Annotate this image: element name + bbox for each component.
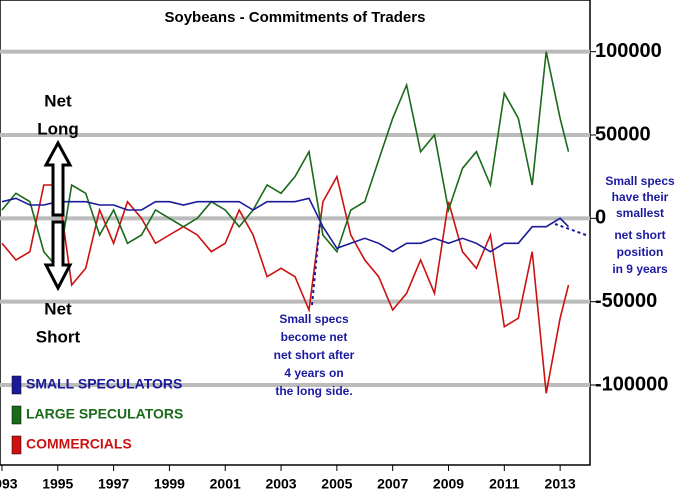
x-tick-label: 2013 xyxy=(545,476,576,492)
annotation: Short xyxy=(36,327,81,346)
annotation: have their xyxy=(612,190,669,204)
annotation: Small specs xyxy=(605,174,675,188)
y-tick-label: 100000 xyxy=(595,40,662,62)
x-tick-label: 1999 xyxy=(154,476,185,492)
series-line xyxy=(1,51,570,271)
annotation: become net xyxy=(281,330,348,344)
annotation: smallest xyxy=(616,206,664,220)
legend-swatch xyxy=(11,405,22,425)
legend-swatch xyxy=(11,435,22,455)
annotation: position xyxy=(617,245,664,259)
annotation: Net xyxy=(44,91,72,110)
annotation: Small specs xyxy=(279,312,349,326)
x-tick-label: 1997 xyxy=(98,476,129,492)
x-tick-label: 2005 xyxy=(321,476,352,492)
x-tick-label: 2009 xyxy=(433,476,464,492)
legend-swatch xyxy=(11,375,22,395)
annotation: in 9 years xyxy=(612,262,668,276)
annotation: net short after xyxy=(274,348,355,362)
annotation: the long side. xyxy=(275,384,352,398)
x-tick-label: 2007 xyxy=(377,476,408,492)
annotation: net short xyxy=(614,228,665,242)
x-tick-label: 2003 xyxy=(265,476,296,492)
y-tick-label: 50000 xyxy=(595,123,651,145)
chart-title: Soybeans - Commitments of Traders xyxy=(165,9,426,26)
up-arrow xyxy=(43,139,73,217)
x-tick-label: 2001 xyxy=(210,476,241,492)
y-tick-label: -50000 xyxy=(595,290,657,312)
series-line xyxy=(1,197,570,253)
legend-label: SMALL SPECULATORS xyxy=(26,376,182,392)
x-tick-label: 1995 xyxy=(42,476,73,492)
x-tick-label: 1993 xyxy=(0,476,18,492)
y-tick-label: 0 xyxy=(595,207,606,229)
legend-label: COMMERCIALS xyxy=(26,436,132,452)
series-line xyxy=(1,174,570,394)
annotation: Long xyxy=(37,119,79,138)
annotation-arrow xyxy=(311,221,321,306)
y-tick-label: -100000 xyxy=(595,373,668,395)
annotation: Net xyxy=(44,299,72,318)
annotation: 4 years on xyxy=(284,366,343,380)
down-arrow xyxy=(43,220,73,292)
x-tick-label: 2011 xyxy=(489,476,520,492)
legend-label: LARGE SPECULATORS xyxy=(26,406,183,422)
